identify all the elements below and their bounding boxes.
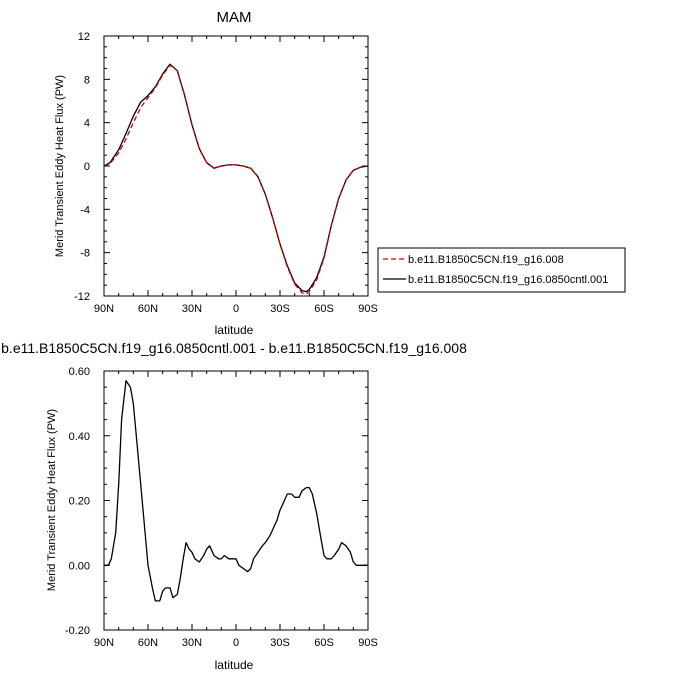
bottom-plot-area (104, 380, 368, 602)
y-tick-label: -8 (80, 248, 90, 260)
x-tick-label: 0 (233, 637, 239, 649)
top-y-axis-label: Merid Transient Eddy Heat Flux (PW) (54, 75, 66, 257)
series-line (103, 64, 369, 295)
series-line (103, 63, 369, 293)
y-tick-label: 0.00 (69, 560, 90, 572)
x-tick-label: 60S (314, 303, 334, 315)
bottom-y-axis-label: Merid Transient Eddy Heat Flux (PW) (46, 409, 58, 591)
x-tick-label: 90S (358, 637, 378, 649)
x-tick-label: 90S (358, 303, 378, 315)
y-tick-label: -0.20 (65, 625, 90, 637)
y-tick-label: 12 (78, 31, 90, 43)
bottom-panel: b.e11.B1850C5CN.f19_g16.0850cntl.001 - b… (1, 340, 467, 672)
top-axes: 90N 60N 30N 0 30S 60S 90S 12 8 4 0 -4 -8 -12 (74, 31, 378, 315)
x-tick-label: 90N (94, 637, 114, 649)
y-tick-label: 0.40 (69, 431, 90, 443)
x-tick-label: 30N (182, 637, 202, 649)
top-plot-area (103, 63, 369, 295)
y-tick-label: 0.20 (69, 496, 90, 508)
y-tick-label: -4 (80, 204, 90, 216)
x-tick-label: 30S (270, 637, 290, 649)
series-line (104, 380, 368, 602)
bottom-chart-title: b.e11.B1850C5CN.f19_g16.0850cntl.001 - b… (1, 340, 467, 356)
x-tick-label: 60N (138, 303, 158, 315)
bottom-axes: 90N 60N 30N 0 30S 60S 90S 0.60 0.40 0.20 0.00 -0.20 (65, 366, 378, 649)
x-tick-label: 30N (182, 303, 202, 315)
y-tick-label: -12 (74, 291, 90, 303)
x-tick-label: 90N (94, 303, 114, 315)
legend: b.e11.B1850C5CN.f19_g16.008 b.e11.B1850C… (377, 247, 626, 293)
x-tick-label: 60S (314, 637, 334, 649)
plot-frame (103, 35, 369, 297)
legend-box (377, 247, 626, 293)
bottom-x-axis-label: latitude (215, 658, 254, 672)
legend-entry-0: b.e11.B1850C5CN.f19_g16.008 (408, 254, 564, 266)
top-chart-title: MAM (217, 9, 252, 26)
y-tick-label: 0 (84, 161, 90, 173)
y-tick-label: 4 (84, 118, 90, 130)
top-panel: MAM Merid Transient Eddy Heat Flux (PW) … (54, 9, 378, 337)
y-tick-label: 8 (84, 74, 90, 86)
x-tick-label: 0 (233, 303, 239, 315)
legend-entry-1: b.e11.B1850C5CN.f19_g16.0850cntl.001 (408, 274, 608, 286)
x-tick-label: 60N (138, 637, 158, 649)
plot-frame (103, 370, 369, 631)
top-x-axis-label: latitude (215, 323, 254, 337)
y-tick-label: 0.60 (69, 366, 90, 378)
x-tick-label: 30S (270, 303, 290, 315)
